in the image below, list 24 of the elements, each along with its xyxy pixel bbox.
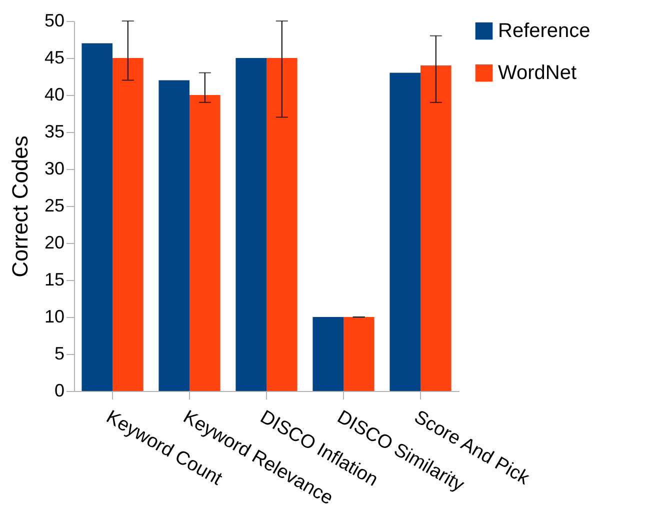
legend-label: Reference [498,20,590,42]
bar [390,72,420,391]
y-tick-label: 25 [44,196,64,216]
y-tick-label: 35 [44,122,64,142]
legend-label: WordNet [498,62,577,84]
y-tick-label: 40 [44,84,64,104]
bar [312,317,344,391]
bar [158,80,190,391]
bar [420,65,452,391]
y-tick-label: 45 [44,48,64,68]
bar [344,317,374,391]
bar [112,58,144,391]
y-tick-label: 5 [54,344,64,364]
y-tick-label: 15 [44,270,64,290]
bar [82,43,112,391]
bar [266,58,298,391]
y-tick-label: 10 [44,306,64,326]
y-tick-label: 30 [44,158,64,178]
bar [190,95,220,391]
bar [236,58,266,391]
y-axis-title: Correct Codes [7,136,32,278]
y-tick-label: 50 [44,10,64,30]
y-tick-label: 0 [54,380,64,400]
y-tick-label: 20 [44,232,64,252]
